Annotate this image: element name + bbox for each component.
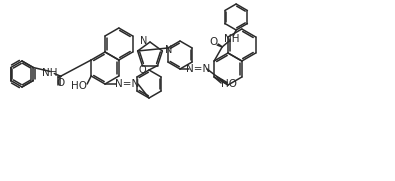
Text: N=N: N=N bbox=[115, 79, 139, 89]
Text: O: O bbox=[209, 37, 217, 47]
Text: NH: NH bbox=[224, 34, 240, 44]
Text: O: O bbox=[139, 64, 146, 75]
Text: N: N bbox=[140, 36, 148, 46]
Text: NH: NH bbox=[41, 68, 57, 77]
Text: N: N bbox=[165, 45, 172, 55]
Text: N=N: N=N bbox=[186, 64, 210, 74]
Text: HO: HO bbox=[221, 79, 237, 89]
Text: O: O bbox=[56, 77, 64, 87]
Text: HO: HO bbox=[71, 81, 87, 91]
